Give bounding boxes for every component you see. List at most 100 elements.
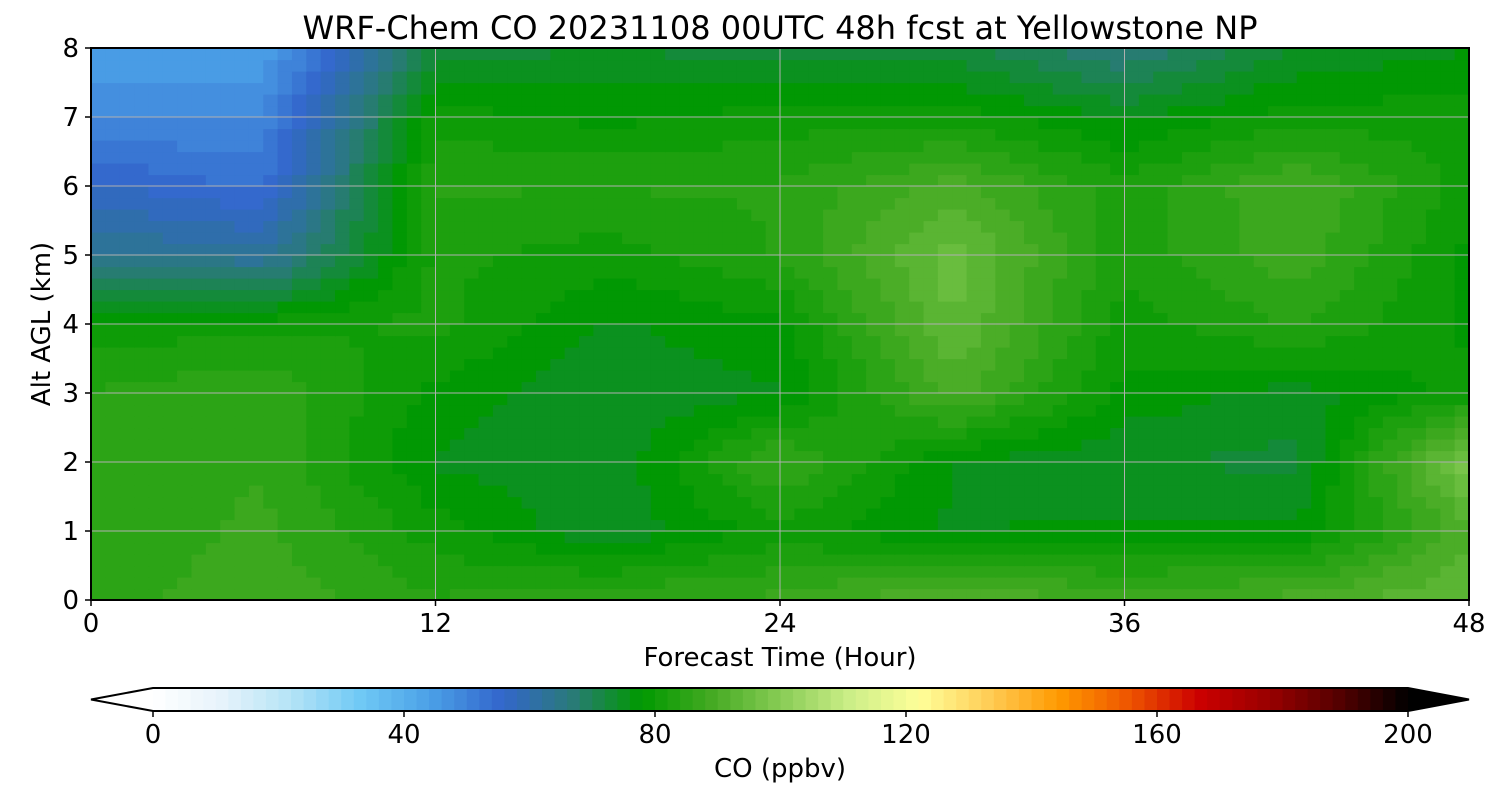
heat-cell (1296, 554, 1312, 567)
heat-cell (1282, 117, 1298, 130)
heat-cell (507, 301, 523, 314)
heat-cell (1153, 439, 1169, 452)
heat-cell (478, 94, 494, 107)
heat-cell (636, 278, 652, 291)
heat-cell (751, 588, 767, 600)
heat-cell (1081, 117, 1097, 130)
heat-cell (751, 358, 767, 371)
heat-cell (1425, 48, 1441, 61)
heat-cell (406, 105, 422, 118)
heat-cell (1210, 439, 1226, 452)
heat-cell (363, 404, 379, 417)
heat-cell (91, 289, 106, 302)
heat-cell (1024, 577, 1039, 590)
heat-cell (119, 554, 135, 567)
heat-cell (449, 324, 465, 337)
heat-cell (722, 94, 738, 107)
heat-cell (952, 439, 968, 452)
heat-cell (1268, 554, 1283, 567)
heat-cell (320, 255, 336, 268)
heat-cell (191, 312, 207, 325)
heat-cell (1239, 462, 1255, 475)
heat-cell (449, 82, 465, 95)
heat-cell (134, 105, 150, 118)
heat-cell (507, 496, 523, 509)
heat-cell (1311, 209, 1327, 222)
heat-cell (1296, 278, 1312, 291)
heat-cell (607, 324, 623, 337)
heat-cell (1325, 59, 1341, 72)
heat-cell (1411, 94, 1427, 107)
heat-cell (880, 140, 896, 153)
heat-cell (794, 232, 810, 245)
heat-cell (607, 312, 623, 325)
heat-cell (736, 312, 752, 325)
heat-cell (91, 324, 106, 337)
heat-cell (765, 404, 781, 417)
heat-cell (622, 105, 638, 118)
heat-cell (1009, 324, 1025, 337)
heat-cell (679, 542, 695, 555)
heat-cell (1038, 140, 1054, 153)
heat-cell (277, 128, 293, 141)
heat-cell (1268, 140, 1283, 153)
heat-cell (1454, 404, 1469, 417)
heat-cell (1339, 381, 1355, 394)
heat-cell (1153, 496, 1169, 509)
heat-cell (91, 393, 106, 406)
heat-cell (435, 255, 451, 268)
heat-cell (1339, 255, 1355, 268)
heat-cell (277, 71, 293, 84)
heat-cell (1239, 94, 1255, 107)
heat-cell (1038, 485, 1054, 498)
heat-cell (134, 94, 150, 107)
heat-cell (665, 71, 681, 84)
colorbar-segment (1370, 688, 1384, 711)
heat-cell (378, 289, 394, 302)
heat-cell (1095, 255, 1111, 268)
heat-cell (1038, 439, 1054, 452)
heat-cell (1081, 94, 1097, 107)
heat-cell (1325, 416, 1341, 429)
heat-cell (550, 519, 566, 532)
heat-cell (923, 243, 939, 256)
heat-cell (1296, 163, 1312, 176)
heat-cell (765, 220, 781, 233)
heat-cell (1181, 416, 1197, 429)
heat-cell (579, 531, 594, 544)
heat-cell (421, 496, 437, 509)
heat-cell (134, 197, 150, 210)
heat-cell (1268, 404, 1283, 417)
heat-cell (923, 542, 939, 555)
heat-cell (1067, 255, 1083, 268)
heat-cell (349, 531, 365, 544)
heat-cell (291, 301, 307, 314)
heat-cell (622, 450, 638, 463)
heat-cell (966, 209, 982, 222)
heat-cell (91, 473, 106, 486)
heat-cell (1110, 473, 1126, 486)
heat-cell (823, 174, 839, 187)
heat-cell (708, 485, 724, 498)
heat-cell (1067, 496, 1083, 509)
heat-cell (722, 48, 738, 61)
heat-cell (823, 232, 839, 245)
heat-cell (650, 508, 666, 521)
heat-cell (966, 508, 982, 521)
heat-cell (335, 393, 350, 406)
heat-cell (1368, 416, 1384, 429)
heat-cell (521, 519, 537, 532)
heat-cell (191, 128, 207, 141)
heat-cell (1440, 186, 1456, 199)
heat-cell (234, 278, 250, 291)
heat-cell (636, 496, 652, 509)
heat-cell (1210, 128, 1226, 141)
heat-cell (894, 335, 910, 348)
heat-cell (464, 565, 480, 578)
heat-cell (1268, 312, 1283, 325)
heat-cell (966, 519, 982, 532)
heat-cell (722, 462, 738, 475)
heat-cell (1095, 324, 1111, 337)
heat-cell (794, 197, 810, 210)
heat-cell (593, 439, 609, 452)
